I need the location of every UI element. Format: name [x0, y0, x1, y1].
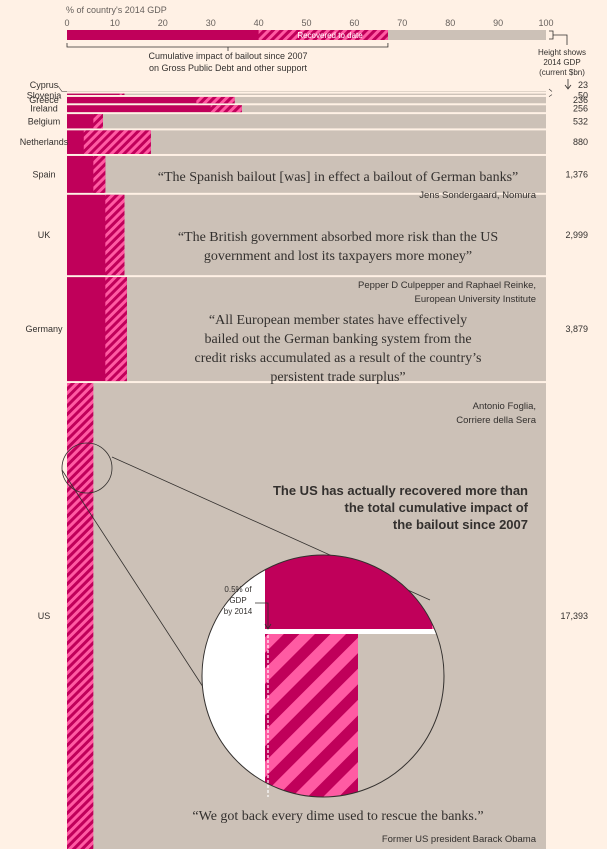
- gdp-label-belgium: 532: [573, 116, 588, 126]
- annotation-line1: The US has actually recovered more than: [273, 483, 528, 498]
- gdp-label-spain: 1,376: [565, 169, 588, 179]
- gdp-label-slovenia: 50: [578, 91, 588, 101]
- recovered-bar-spain: [93, 155, 106, 193]
- magnifier-source-circle: [61, 442, 113, 494]
- attribution-us-line-0: Former US president Barack Obama: [382, 834, 537, 845]
- panel-spain: [67, 155, 546, 193]
- x-tick-label-80: 80: [445, 18, 455, 28]
- legend-height-arrow: [564, 79, 572, 90]
- gdp-label-greece: 236: [573, 95, 588, 105]
- legend-recovered-bar: [258, 30, 388, 40]
- recovered-bar-us: [67, 383, 94, 849]
- legend-height-bracket: [549, 30, 568, 45]
- x-tick-label-20: 20: [158, 18, 168, 28]
- x-tick-label-40: 40: [254, 18, 264, 28]
- x-tick-label-100: 100: [538, 18, 553, 28]
- legend: Recovered to date Cumulative impact of b…: [66, 30, 586, 90]
- attribution-germany-line-1: Corriere della Sera: [456, 415, 536, 426]
- recovered-bar-netherlands: [83, 130, 151, 154]
- x-tick-label-0: 0: [64, 18, 69, 28]
- country-label-greece: Greece: [29, 95, 59, 105]
- annotation-line3: the bailout since 2007: [393, 517, 528, 532]
- country-labels: Cyprus 23 Slovenia 50 Greece 236 Ireland 256 Bel…: [20, 80, 588, 621]
- legend-height-line3: (current $bn): [539, 68, 585, 77]
- x-tick-label-10: 10: [110, 18, 120, 28]
- legend-impact-line1: Cumulative impact of bailout since 2007: [148, 51, 307, 61]
- quote-germany-line-0: “All European member states have effecti…: [209, 313, 467, 328]
- recovered-bar-germany: [105, 277, 127, 382]
- legend-impact-bar: [67, 30, 388, 40]
- x-axis-ticks: 0 10 20 30 40 50 60 70 80 90 100: [64, 18, 553, 28]
- quote-germany-line-3: persistent trade surplus”: [270, 370, 405, 385]
- recovered-bar-greece: [196, 96, 235, 104]
- quote-uk-line-1: government and lost its taxpayers more m…: [204, 249, 472, 264]
- magnifier-callout-line2: GDP: [229, 596, 246, 605]
- country-label-slovenia: Slovenia: [27, 91, 62, 101]
- attribution-germany-line-0: Antonio Foglia,: [473, 401, 536, 412]
- quote-germany-line-2: credit risks accumulated as a result of …: [195, 351, 482, 366]
- panel-netherlands: [67, 130, 546, 154]
- impact-bar-ireland: [67, 105, 242, 113]
- magnifier-lens-outline: [201, 554, 445, 798]
- x-tick-label-30: 30: [206, 18, 216, 28]
- recovered-bar-uk: [105, 194, 125, 276]
- annotation: The US has actually recovered more than …: [273, 483, 529, 532]
- x-tick-label-90: 90: [493, 18, 503, 28]
- x-tick-label-70: 70: [397, 18, 407, 28]
- panel-cyprus: [67, 91, 546, 92]
- panel-germany: [67, 277, 546, 382]
- impact-bar-greece: [67, 96, 235, 104]
- recovered-bar-ireland: [210, 105, 242, 113]
- panel-slovenia: [67, 93, 546, 95]
- magnifier-connector-bottom: [61, 469, 206, 691]
- country-label-belgium: Belgium: [28, 116, 61, 126]
- legend-recovered-label: Recovered to date: [297, 31, 363, 40]
- quote-us-line-0: “We got back every dime used to rescue t…: [192, 809, 483, 824]
- gdp-label-cyprus: 23: [578, 80, 588, 90]
- legend-height-line2: 2014 GDP: [543, 58, 580, 67]
- legend-impact-line2: on Gross Public Debt and other support: [149, 63, 308, 73]
- magnifier-us-impact: [265, 634, 358, 797]
- country-label-ireland: Ireland: [30, 104, 58, 114]
- gdp-label-us: 17,393: [560, 611, 588, 621]
- country-label-uk: UK: [38, 230, 51, 240]
- legend-height-line1: Height shows: [538, 48, 586, 57]
- attribution-spain-line-0: Jens Sondergaard, Nomura: [419, 190, 536, 201]
- panel-greece: [67, 96, 546, 104]
- impact-bar-slovenia: [67, 93, 125, 95]
- leader-line-cyprus: [57, 85, 67, 92]
- panel-uk: [67, 194, 546, 276]
- country-label-us: US: [38, 611, 51, 621]
- magnifier-callout-arrow: [255, 602, 272, 630]
- gdp-label-netherlands: 880: [573, 137, 588, 147]
- country-label-cyprus: Cyprus: [30, 80, 59, 90]
- quote-uk-line-0: “The British government absorbed more ri…: [178, 230, 498, 245]
- annotation-line2: the total cumulative impact of: [345, 500, 529, 515]
- gdp-label-uk: 2,999: [565, 230, 588, 240]
- quotes: “The Spanish bailout [was] in effect a b…: [158, 170, 537, 845]
- recovered-bar-slovenia: [119, 93, 125, 95]
- x-tick-label-60: 60: [349, 18, 359, 28]
- gdp-label-germany: 3,879: [565, 324, 588, 334]
- attribution-uk-line-1: European University Institute: [415, 294, 536, 305]
- magnifier-callout-line1: 0.5% of: [224, 585, 252, 594]
- country-label-germany: Germany: [25, 324, 63, 334]
- country-label-netherlands: Netherlands: [20, 137, 69, 147]
- leader-line-gdp-small: [548, 88, 553, 97]
- gdp-label-ireland: 256: [573, 104, 588, 114]
- legend-impact-bracket: [66, 43, 389, 51]
- panel-ireland: [67, 105, 546, 113]
- attribution-uk-line-0: Pepper D Culpepper and Raphael Reinke,: [358, 280, 536, 291]
- quote-spain-line-0: “The Spanish bailout [was] in effect a b…: [158, 170, 519, 185]
- x-tick-label-50: 50: [301, 18, 311, 28]
- quote-germany-line-1: bailed out the German banking system fro…: [204, 332, 471, 347]
- magnifier-callout-line3: by 2014: [224, 607, 253, 616]
- panel-belgium: [67, 114, 546, 129]
- axis-title: % of country's 2014 GDP: [66, 5, 167, 15]
- recovered-bar-belgium: [93, 114, 103, 129]
- country-label-spain: Spain: [32, 169, 55, 179]
